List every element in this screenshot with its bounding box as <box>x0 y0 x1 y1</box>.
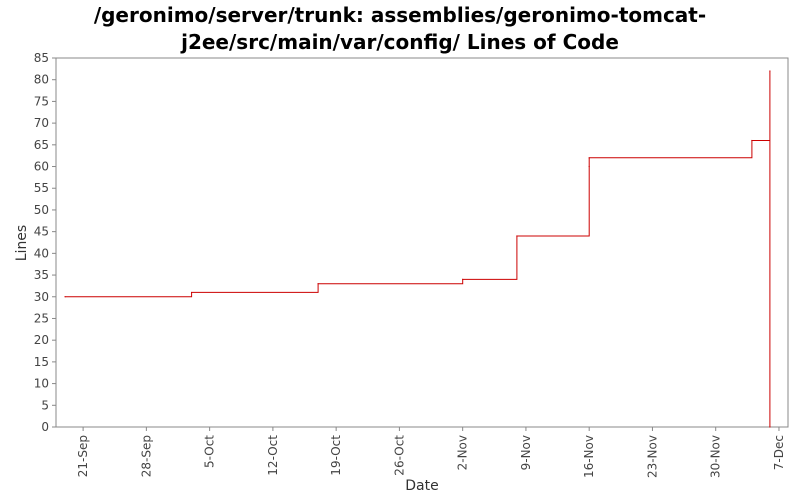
data-point <box>64 296 66 298</box>
x-tick-label: 28-Sep <box>139 435 153 477</box>
x-tick-label: 21-Sep <box>76 435 90 477</box>
y-tick-label: 60 <box>34 160 49 174</box>
data-point <box>769 426 771 428</box>
chart-title: /geronimo/server/trunk: assemblies/geron… <box>0 2 800 56</box>
x-tick-label: 12-Oct <box>266 435 280 476</box>
y-tick-label: 40 <box>34 246 49 260</box>
data-point <box>588 165 590 168</box>
x-tick-label: 16-Nov <box>582 435 596 478</box>
y-tick-label: 15 <box>34 355 49 369</box>
y-tick-label: 55 <box>34 181 49 195</box>
y-tick-label: 80 <box>34 73 49 87</box>
data-point <box>751 139 753 142</box>
x-tick-label: 23-Nov <box>645 435 659 478</box>
y-tick-label: 65 <box>34 138 49 152</box>
y-tick-label: 5 <box>41 398 49 412</box>
x-axis: 21-Sep 28-Sep 5-Oct 12-Oct 19-Oct 26-Oct 2-Nov… <box>76 427 786 478</box>
x-tick-label: 7-Dec <box>772 435 786 470</box>
data-point <box>769 70 771 72</box>
x-tick-label: 30-Nov <box>709 435 723 478</box>
y-axis-title: Lines <box>14 225 30 261</box>
series-layer <box>64 70 771 428</box>
y-tick-label: 20 <box>34 333 49 347</box>
x-tick-label: 2-Nov <box>456 435 470 470</box>
y-tick-label: 45 <box>34 225 49 239</box>
y-tick-label: 70 <box>34 116 49 130</box>
plot-area <box>55 57 789 428</box>
x-tick-label: 5-Oct <box>203 435 217 468</box>
x-tick-label: 19-Oct <box>329 435 343 476</box>
x-tick-label: 9-Nov <box>519 435 533 470</box>
data-point <box>588 157 590 159</box>
x-axis-title: Date <box>405 478 438 494</box>
x-tick-label: 26-Oct <box>392 435 406 476</box>
y-tick-label: 35 <box>34 268 49 282</box>
data-point <box>317 283 319 285</box>
data-point <box>462 278 464 280</box>
y-tick-label: 85 <box>34 51 49 65</box>
y-tick-label: 10 <box>34 377 49 391</box>
chart-title-line-2: j2ee/src/main/var/config/ Lines of Code <box>181 30 619 54</box>
y-tick-label: 50 <box>34 203 49 217</box>
y-tick-label: 25 <box>34 311 49 325</box>
chart-title-line-1: /geronimo/server/trunk: assemblies/geron… <box>93 3 707 27</box>
y-tick-label: 0 <box>41 420 49 434</box>
y-tick-label: 30 <box>34 290 49 304</box>
y-tick-label: 75 <box>34 94 49 108</box>
data-point <box>190 291 193 294</box>
data-point <box>516 235 518 237</box>
y-axis: 0 5 10 15 20 25 30 35 40 45 50 55 60 65 70 75 80 85 <box>34 51 56 434</box>
